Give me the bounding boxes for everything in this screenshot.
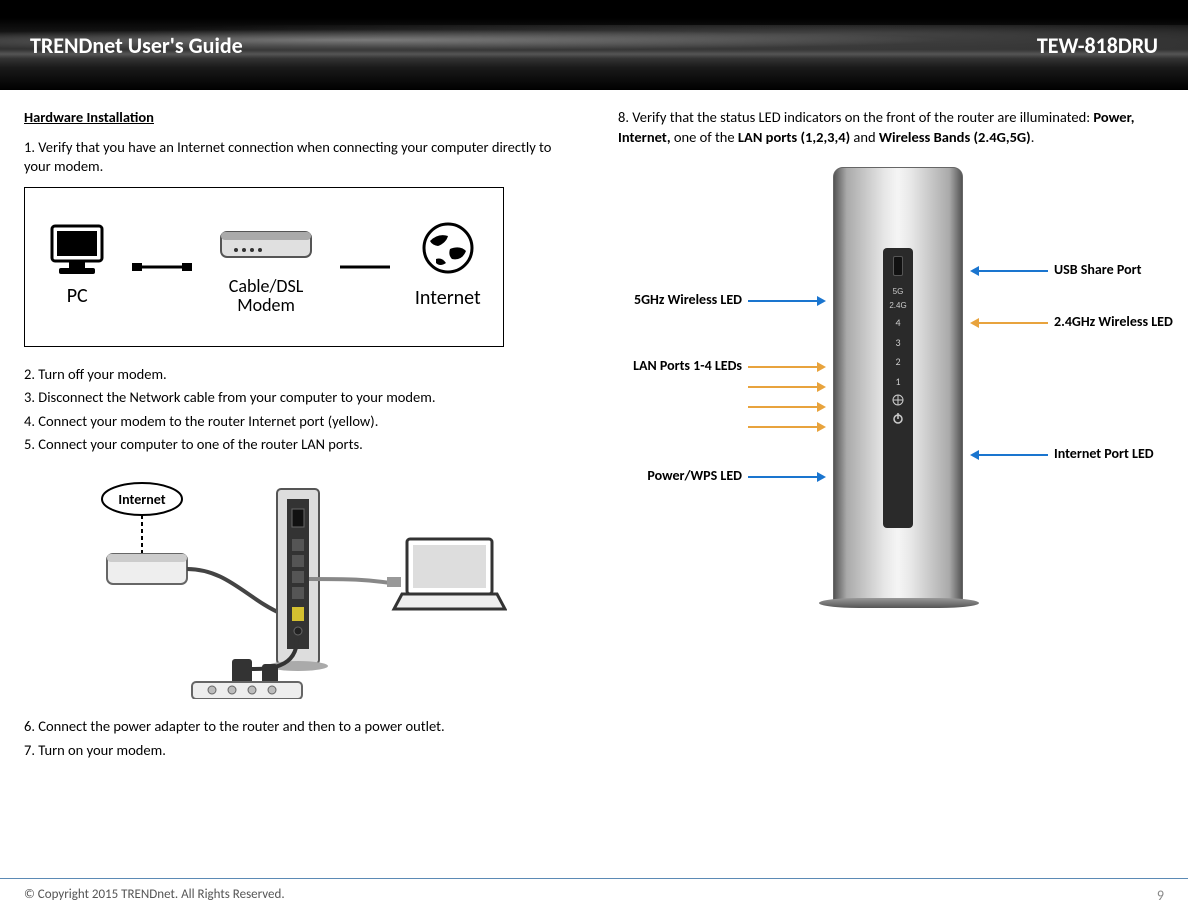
router-led-panel: 5G 2.4G 4 3 2 1: [883, 248, 913, 528]
pc-icon: PC: [47, 224, 107, 310]
diagram-pc-modem-internet: PC Cable/DSL Modem: [24, 187, 504, 347]
step8-text-mid: one of the: [671, 128, 738, 146]
callout-24ghz-label: 2.4GHz Wireless LED: [1054, 313, 1173, 332]
led-5g-label: 5G: [893, 288, 904, 296]
led-24g-label: 2.4G: [889, 302, 906, 310]
router-front-diagram: 5G 2.4G 4 3 2 1 5GHz Wireless LED LAN Po…: [618, 157, 1178, 617]
right-column: 8. Verify that the status LED indicators…: [594, 100, 1188, 860]
callout-usb-label: USB Share Port: [1054, 261, 1141, 280]
step-6: 6. Connect the power adapter to the rout…: [24, 717, 570, 737]
callout-5ghz: 5GHz Wireless LED: [634, 291, 818, 310]
line-icon: [340, 265, 390, 269]
step-5: 5. Connect your computer to one of the r…: [24, 435, 570, 455]
usb-slot-icon: [893, 256, 903, 276]
section-title: Hardware Installation: [24, 108, 570, 128]
step8-bold3: Wireless Bands (2.4G,5G): [879, 128, 1031, 146]
step-3: 3. Disconnect the Network cable from you…: [24, 388, 570, 408]
header-title: TRENDnet User's Guide: [30, 32, 243, 59]
step8-text-end: .: [1031, 128, 1035, 146]
step-1: 1. Verify that you have an Internet conn…: [24, 138, 570, 177]
internet-label: Internet: [415, 285, 481, 312]
step-2: 2. Turn off your modem.: [24, 365, 570, 385]
diagram-connection: Internet: [87, 469, 507, 699]
led-2: 2: [895, 355, 900, 369]
modem-label: Cable/DSL Modem: [216, 277, 316, 317]
modem-label-line1: Cable/DSL: [229, 275, 304, 297]
callout-lan-line4: X: [734, 417, 818, 436]
callout-usb: USB Share Port: [978, 261, 1141, 280]
copyright-text: © Copyright 2015 TRENDnet. All Rights Re…: [24, 887, 285, 904]
pc-label: PC: [47, 283, 107, 310]
router-base-icon: [819, 598, 979, 608]
connector-icon: [132, 257, 192, 277]
page-header: TRENDnet User's Guide TEW-818DRU: [0, 0, 1188, 90]
step8-bold2: LAN ports (1,2,3,4): [738, 128, 850, 146]
callout-24ghz: 2.4GHz Wireless LED: [978, 313, 1173, 332]
content-area: Hardware Installation 1. Verify that you…: [0, 90, 1188, 860]
callout-lan: LAN Ports 1-4 LEDs: [633, 357, 818, 376]
callout-power: Power/WPS LED: [647, 467, 818, 486]
step8-text-pre: 8. Verify that the status LED indicators…: [618, 108, 1093, 126]
led-4: 4: [895, 316, 900, 330]
step-4: 4. Connect your modem to the router Inte…: [24, 412, 570, 432]
step8-text-mid2: and: [850, 128, 879, 146]
header-model: TEW-818DRU: [1037, 32, 1158, 59]
page-footer: © Copyright 2015 TRENDnet. All Rights Re…: [0, 878, 1188, 904]
callout-lan-line3: X: [734, 397, 818, 416]
router-body-icon: 5G 2.4G 4 3 2 1: [833, 167, 963, 607]
globe-icon: Internet: [415, 221, 481, 313]
power-mini-icon: [892, 412, 904, 424]
modem-label-line2: Modem: [237, 294, 295, 316]
page-number: 9: [1157, 887, 1164, 904]
callout-power-label: Power/WPS LED: [647, 467, 742, 486]
left-column: Hardware Installation 1. Verify that you…: [0, 100, 594, 860]
callout-5ghz-label: 5GHz Wireless LED: [634, 291, 742, 310]
modem-icon: Cable/DSL Modem: [216, 217, 316, 316]
callout-lan-line2: X: [734, 377, 818, 396]
internet-bubble-text: Internet: [118, 491, 165, 508]
step-8: 8. Verify that the status LED indicators…: [618, 108, 1164, 147]
globe-mini-icon: [892, 394, 904, 406]
callout-lan-label: LAN Ports 1-4 LEDs: [633, 357, 742, 376]
step-7: 7. Turn on your modem.: [24, 741, 570, 761]
callout-internet: Internet Port LED: [978, 445, 1154, 464]
led-3: 3: [895, 336, 900, 350]
callout-internet-label: Internet Port LED: [1054, 445, 1154, 464]
led-1: 1: [895, 375, 900, 389]
